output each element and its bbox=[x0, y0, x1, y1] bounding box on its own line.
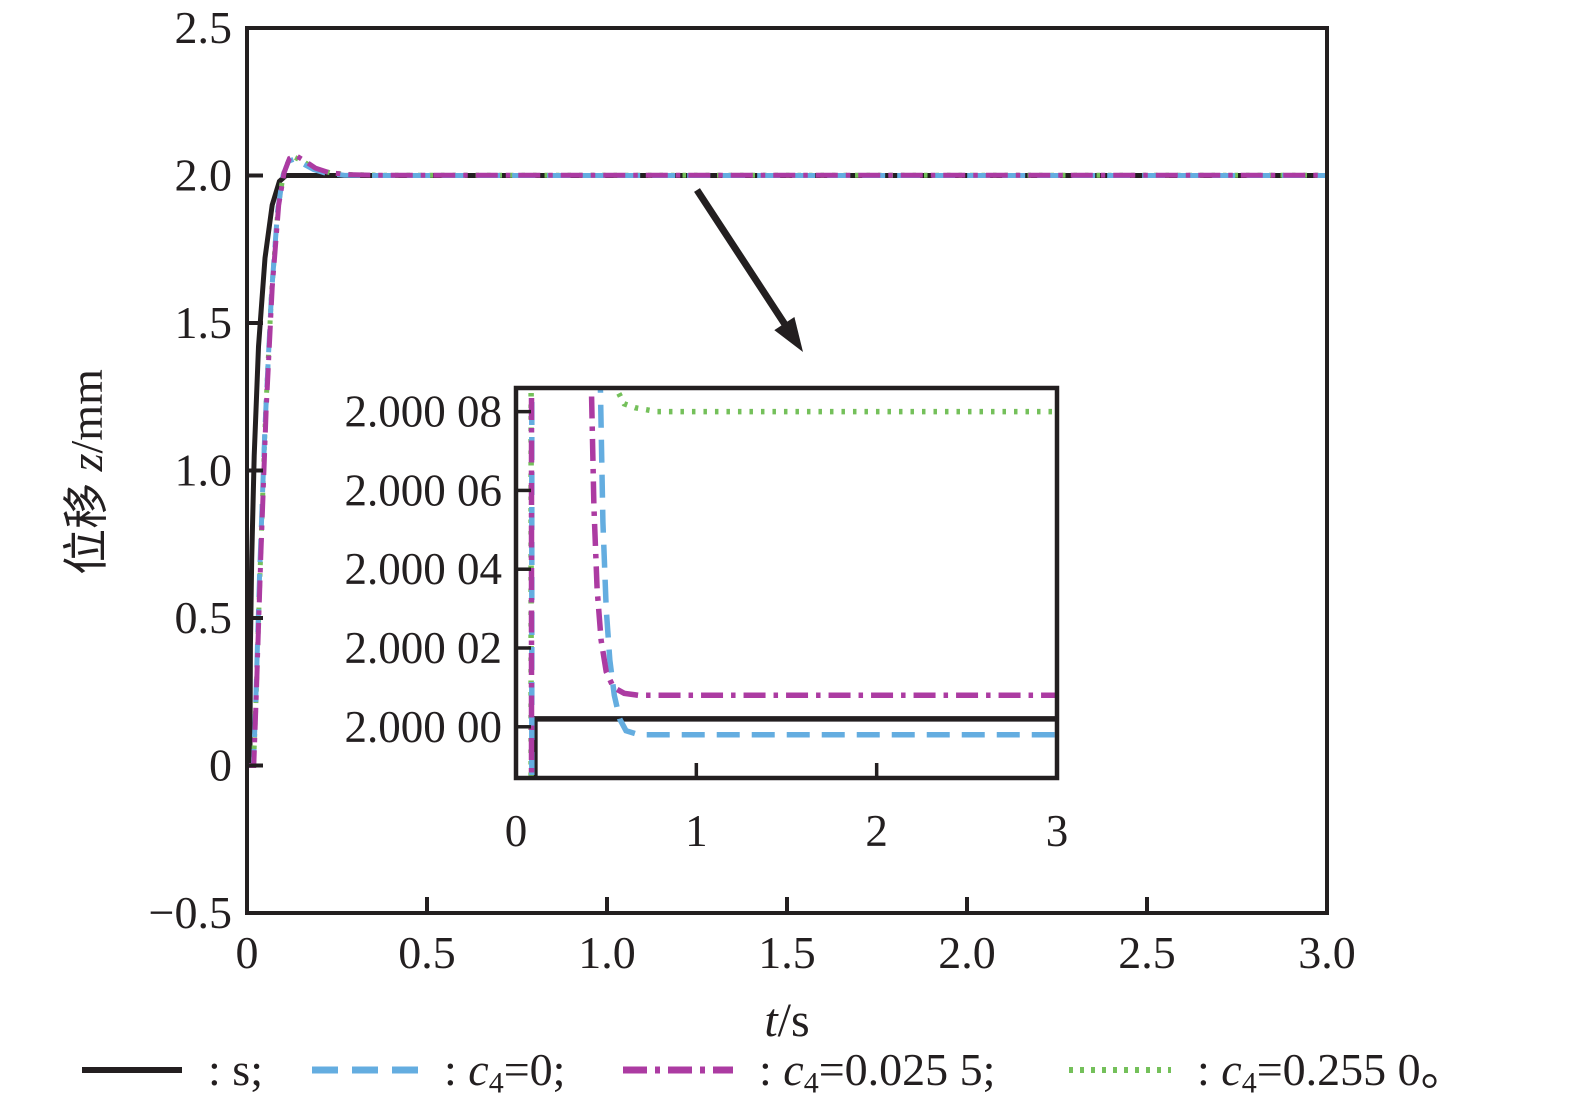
main-y-tick-label: 2.0 bbox=[175, 150, 233, 201]
inset-series-c4=0.025 5 bbox=[528, 388, 1057, 778]
main-y-tick-label: −0.5 bbox=[149, 887, 232, 938]
main-x-tick-label: 2.5 bbox=[1118, 927, 1176, 978]
legend-label-s: : s; bbox=[208, 1047, 263, 1093]
main-y-tick-label: 0.5 bbox=[175, 592, 233, 643]
inset-y-tick-label: 2.000 04 bbox=[345, 544, 503, 594]
x-axis-label: t/s bbox=[764, 994, 809, 1047]
legend-item-c4-00255: : c4=0.025 5; bbox=[621, 1036, 995, 1104]
main-y-tick-label: 2.5 bbox=[175, 2, 233, 53]
main-x-tick-label: 0 bbox=[236, 927, 259, 978]
legend-label-prefix: : bbox=[444, 1044, 469, 1095]
inset-x-tick-label: 1 bbox=[685, 806, 708, 856]
main-x-tick-label: 0.5 bbox=[398, 927, 456, 978]
annotation-arrow-shaft bbox=[694, 188, 792, 333]
main-y-tick-label: 1.5 bbox=[175, 297, 233, 348]
inset-series-c4=0 bbox=[529, 388, 1057, 778]
legend-swatch-solid-line bbox=[82, 1067, 182, 1073]
legend-label-var: c bbox=[1221, 1044, 1242, 1095]
legend-label-suffix: ; bbox=[250, 1044, 263, 1095]
legend-label-suffix: =0.025 5; bbox=[818, 1044, 996, 1095]
main-x-tick-label: 3.0 bbox=[1298, 927, 1356, 978]
legend-label-prefix: : bbox=[1197, 1044, 1222, 1095]
inset-frame bbox=[513, 385, 1060, 781]
inset-x-tick-label: 0 bbox=[505, 806, 528, 856]
legend-label-suffix: =0.255 0。 bbox=[1256, 1044, 1467, 1095]
inset-x-tick-label: 3 bbox=[1046, 806, 1069, 856]
main-series-c4=0 bbox=[247, 156, 1327, 768]
inset-y-tick-label: 2.000 08 bbox=[345, 387, 503, 437]
inset-axes: 0 1 2 3 2.000 00 2.000 02 2.000 04 2.000 06 2.00… bbox=[345, 385, 1069, 856]
legend-label-prefix: : bbox=[208, 1044, 233, 1095]
main-x-tick-label: 1.0 bbox=[578, 927, 636, 978]
inset-x-tick-label: 2 bbox=[865, 806, 888, 856]
legend-label-sub: 4 bbox=[803, 1066, 819, 1100]
inset-y-tick-label: 2.000 02 bbox=[345, 623, 503, 673]
legend-label-c4-02550: : c4=0.255 0。 bbox=[1197, 1044, 1467, 1099]
annotation-arrow-head bbox=[774, 317, 803, 352]
legend-label-sub: 4 bbox=[488, 1066, 504, 1100]
legend-label-sub: 4 bbox=[1241, 1066, 1257, 1100]
legend-label-c4-0: : c4=0; bbox=[444, 1044, 566, 1099]
main-series-c4=0.025 5 bbox=[247, 152, 1327, 768]
main-y-tick-label: 1.0 bbox=[175, 445, 233, 496]
legend-label-c4-00255: : c4=0.025 5; bbox=[759, 1044, 996, 1099]
legend-item-s: : s; bbox=[80, 1036, 263, 1104]
main-y-tick-label: 0 bbox=[209, 740, 232, 791]
legend-label-suffix: =0; bbox=[503, 1044, 566, 1095]
main-series-s bbox=[247, 173, 1327, 768]
main-series-c4=0.255 0 bbox=[247, 154, 1327, 768]
inset-series-s bbox=[532, 716, 1057, 778]
legend-label-prefix: : bbox=[759, 1044, 784, 1095]
inset-y-tick-label: 2.000 06 bbox=[345, 465, 503, 515]
legend-swatch-dashed-line bbox=[312, 1066, 418, 1074]
legend-label-var: c bbox=[783, 1044, 804, 1095]
inset-y-tick-label: 2.000 00 bbox=[345, 702, 503, 752]
main-x-tick-label: 2.0 bbox=[938, 927, 996, 978]
inset-series-c4=0.255 0 bbox=[528, 388, 1057, 778]
main-x-tick-label: 1.5 bbox=[758, 927, 816, 978]
main-axes: 0 0.5 1.0 1.5 2.0 2.5 3.0−0.500.51.01.52.02.5 bbox=[149, 2, 1356, 978]
legend-label-var: s bbox=[232, 1044, 251, 1095]
legend-swatch-dashdot-line bbox=[623, 1066, 733, 1074]
legend-item-c4-02550: : c4=0.255 0。 bbox=[1067, 1036, 1467, 1104]
legend-label-var: c bbox=[468, 1044, 489, 1095]
legend-swatch-dotted-line bbox=[1069, 1067, 1171, 1073]
y-axis-label: 位移 z/mm bbox=[61, 369, 112, 575]
legend-item-c4-0: : c4=0; bbox=[310, 1036, 565, 1104]
